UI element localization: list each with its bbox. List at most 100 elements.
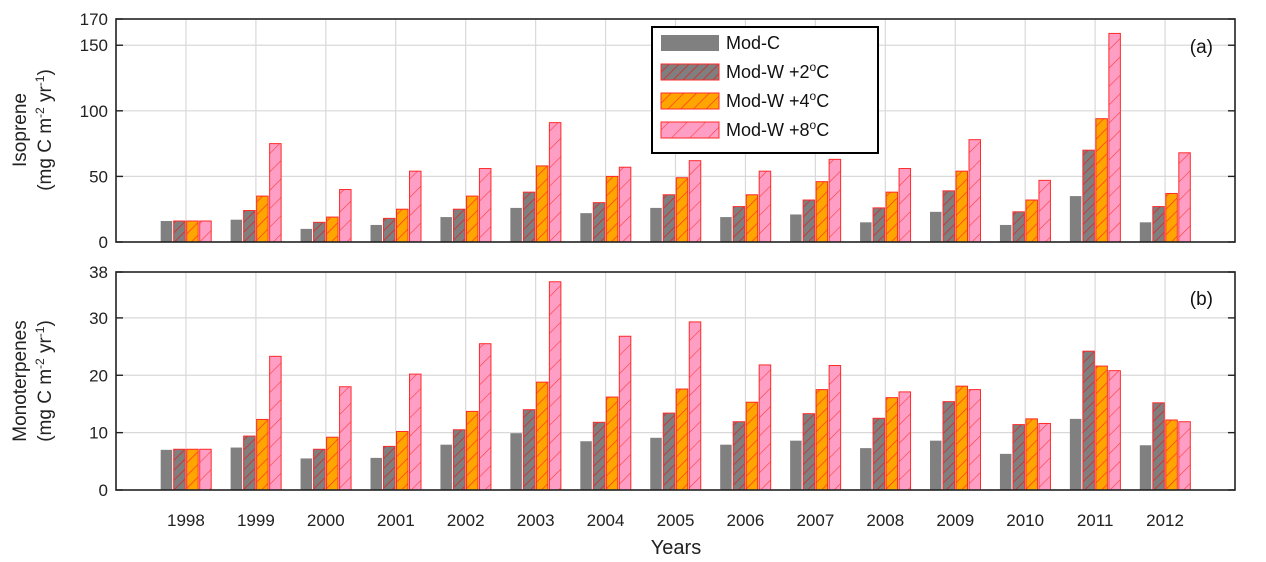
bar-monoterpenes-mod-w2-2007 (802, 413, 816, 491)
legend-text-w4: Mod-W +4 (726, 91, 810, 111)
bar-monoterpenes-mod-w2-2012 (1152, 402, 1165, 491)
xtick-label-1999: 1999 (237, 511, 275, 530)
xticks-years: 1998 1999 2000 2001 2002 2003 2004 2005 2006 2007… (167, 511, 1184, 530)
bar-isoprene-mod-c-2006 (720, 217, 732, 242)
bar-isoprene-mod-w8-2010 (1038, 179, 1051, 243)
legend-label-mod-w2: Mod-W +2oC (726, 60, 829, 82)
bar-isoprene-mod-w2-2008 (872, 207, 886, 243)
bar-monoterpenes-mod-w2-2010 (1012, 424, 1025, 491)
xtick-label-2012: 2012 (1146, 511, 1184, 530)
bar-isoprene-mod-w4-2009 (955, 170, 968, 243)
bar-monoterpenes-mod-w4-2008 (885, 397, 899, 491)
bar-monoterpenes-mod-c-2001 (370, 457, 382, 490)
bar-monoterpenes-mod-w8-1999 (269, 355, 282, 491)
bar-isoprene-mod-w8-2011 (1108, 32, 1121, 243)
bar-monoterpenes-mod-c-2012 (1139, 445, 1152, 490)
ylabel-isoprene-line1: Isoprene (10, 93, 31, 167)
yticks-isoprene: 0 50 100 150 170 (80, 10, 1235, 252)
bar-isoprene-mod-c-2002 (440, 217, 452, 242)
ytick-label-monoterpenes-30: 30 (89, 309, 108, 328)
legend-swatch-mod-w2 (660, 63, 720, 81)
panel-label-b: (b) (1190, 289, 1213, 310)
ytick-label-monoterpenes-38: 38 (89, 263, 108, 282)
bar-monoterpenes-mod-w4-2012 (1165, 419, 1178, 491)
bar-isoprene-mod-w2-2012 (1152, 206, 1165, 243)
bar-monoterpenes-mod-w4-2001 (396, 430, 409, 491)
bar-monoterpenes-mod-w2-2008 (872, 417, 886, 491)
legend-label-mod-c: Mod-C (726, 33, 780, 53)
bar-monoterpenes-mod-w8-2006 (758, 364, 772, 491)
bar-monoterpenes-mod-w2-1999 (243, 435, 256, 491)
bar-monoterpenes-mod-c-2008 (860, 448, 872, 490)
bar-isoprene-mod-w8-2012 (1178, 152, 1191, 243)
bar-monoterpenes-mod-w2-2001 (383, 445, 396, 491)
bar-isoprene-mod-w2-2003 (522, 191, 536, 243)
bars-isoprene (160, 32, 1191, 243)
bar-isoprene-mod-w8-2009 (968, 139, 981, 243)
bar-monoterpenes-mod-w8-1998 (199, 448, 212, 491)
ylabel-isoprene: Isoprene (mg C m-2 yr-1) (10, 69, 56, 191)
bar-monoterpenes-mod-c-2006 (720, 444, 732, 490)
ytick-label-isoprene-0: 0 (99, 233, 108, 252)
bar-monoterpenes-mod-w8-2002 (478, 343, 492, 491)
legend-label-mod-w4: Mod-W +4oC (726, 89, 829, 111)
bar-isoprene-mod-c-2005 (650, 207, 662, 242)
bar-monoterpenes-mod-w8-2011 (1108, 370, 1121, 491)
xtick-label-2005: 2005 (657, 511, 695, 530)
bar-monoterpenes-mod-w8-2003 (548, 281, 562, 491)
bar-isoprene-mod-w2-2001 (383, 217, 396, 243)
xtick-label-2002: 2002 (447, 511, 485, 530)
bar-monoterpenes-mod-c-2005 (650, 437, 662, 490)
xtick-label-2003: 2003 (517, 511, 555, 530)
bar-isoprene-mod-w2-2002 (452, 208, 466, 243)
bar-monoterpenes-mod-w8-2010 (1038, 422, 1051, 491)
bar-monoterpenes-mod-c-2003 (510, 433, 522, 490)
ytick-label-isoprene-170: 170 (80, 10, 108, 29)
bar-monoterpenes-mod-w8-2008 (898, 391, 912, 491)
bar-isoprene-mod-w2-2007 (802, 199, 816, 243)
legend-swatch-mod-w4 (660, 92, 720, 110)
bar-monoterpenes-mod-c-2011 (1069, 418, 1082, 490)
bar-isoprene-mod-c-2012 (1139, 222, 1152, 242)
bar-isoprene-mod-w4-2004 (605, 175, 619, 243)
bar-isoprene-mod-w2-2005 (662, 194, 676, 243)
legend-suffix-w8: C (816, 120, 829, 140)
bar-isoprene-mod-w4-2008 (885, 191, 899, 243)
legend-sup-w4: o (810, 89, 817, 103)
panel-isoprene: 0 50 100 150 170 (a) Isoprene (mg C m-2 yr-1… (10, 10, 1236, 252)
bar-monoterpenes-mod-w4-2011 (1095, 365, 1108, 491)
bar-isoprene-mod-w8-2007 (828, 158, 842, 243)
bar-monoterpenes-mod-c-2004 (580, 441, 592, 490)
ylabel-monoterpenes: Monoterpenes (mg C m-2 yr-1) (10, 320, 56, 442)
bar-monoterpenes-mod-w8-2004 (618, 335, 632, 491)
ylabel-monoterpenes-line2: (mg C m-2 yr-1) (33, 320, 56, 442)
xtick-label-2008: 2008 (866, 511, 904, 530)
bar-isoprene-mod-w4-2011 (1095, 118, 1108, 243)
bar-monoterpenes-mod-w4-2007 (815, 389, 829, 491)
ylabel-monoterpenes-line1: Monoterpenes (10, 320, 31, 441)
bar-isoprene-mod-w4-2005 (675, 177, 689, 243)
bar-monoterpenes-mod-w4-2006 (745, 401, 759, 491)
bar-isoprene-mod-w8-2003 (548, 122, 562, 243)
bar-isoprene-mod-c-1999 (230, 219, 243, 242)
bar-isoprene-mod-w2-2009 (942, 190, 955, 243)
bar-isoprene-mod-w8-2001 (409, 170, 422, 243)
bar-monoterpenes-mod-w2-1998 (173, 448, 186, 491)
bar-isoprene-mod-w4-1999 (256, 195, 269, 243)
ytick-label-monoterpenes-0: 0 (99, 481, 108, 500)
xtick-label-2009: 2009 (936, 511, 974, 530)
bar-isoprene-mod-w4-2001 (396, 208, 409, 243)
xtick-label-1998: 1998 (167, 511, 205, 530)
bar-monoterpenes-mod-w2-2000 (313, 448, 326, 491)
axes-box-isoprene (115, 18, 1236, 243)
bar-isoprene-mod-w4-2000 (326, 216, 339, 243)
bar-monoterpenes-mod-w8-2007 (828, 365, 842, 491)
bar-isoprene-mod-c-2007 (790, 214, 802, 242)
bar-monoterpenes-mod-w8-2012 (1178, 421, 1191, 491)
bar-monoterpenes-mod-w2-2002 (452, 429, 466, 491)
bar-isoprene-mod-c-2004 (580, 213, 592, 242)
bar-monoterpenes-mod-w4-2010 (1025, 418, 1038, 491)
bar-isoprene-mod-w4-2007 (815, 181, 829, 243)
bar-isoprene-mod-c-2009 (930, 211, 942, 242)
bar-monoterpenes-mod-w2-2004 (592, 421, 606, 491)
